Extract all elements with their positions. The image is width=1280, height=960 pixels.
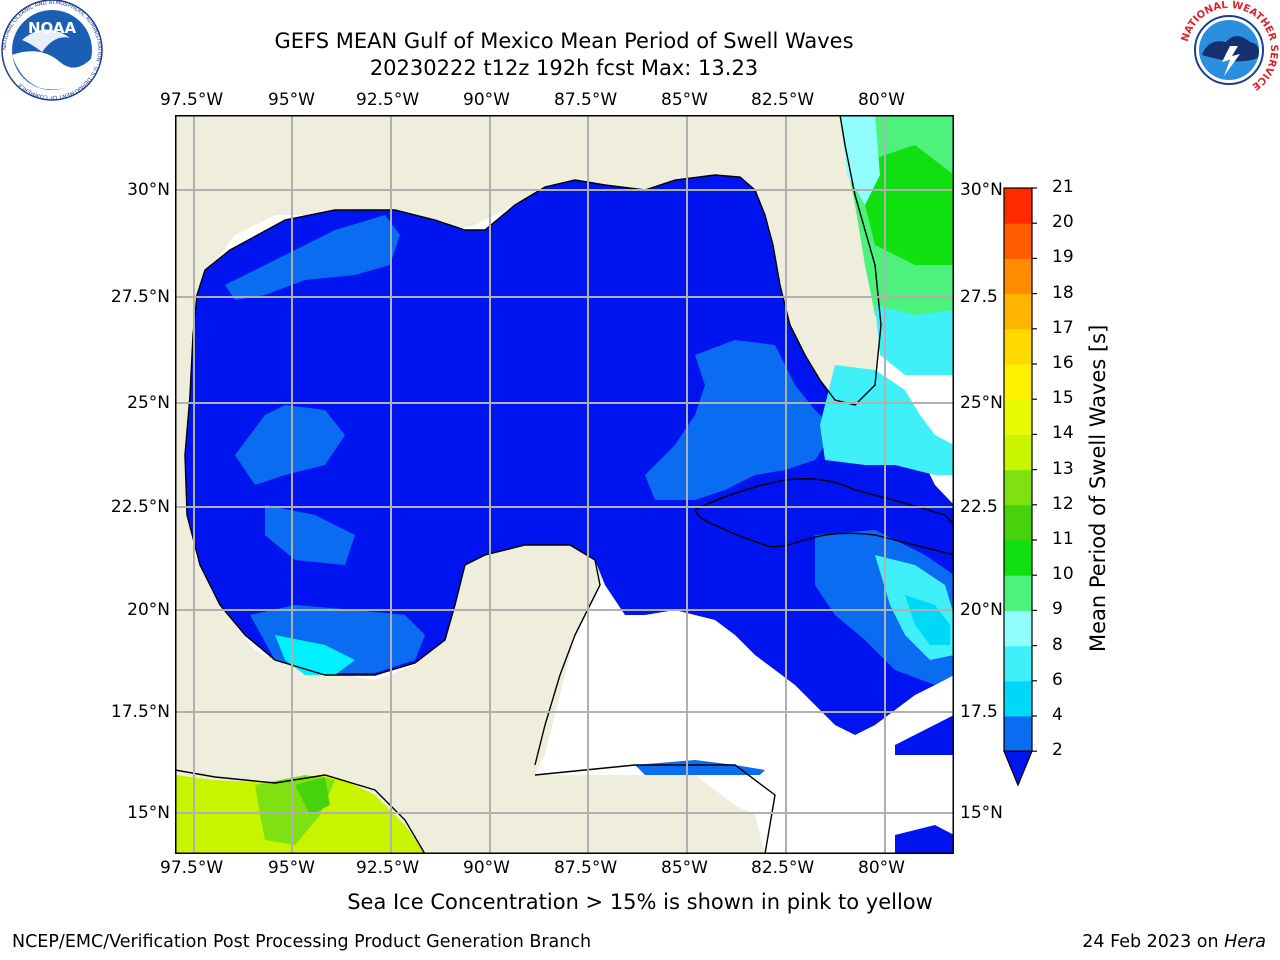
colorbar-level-label: 19	[1052, 247, 1074, 268]
colorbar-segment	[1004, 434, 1032, 471]
colorbar-level-label: 14	[1052, 423, 1074, 444]
colorbar-under-extension	[1003, 750, 1033, 787]
colorbar	[1003, 187, 1037, 787]
colorbar-level-label: 4	[1052, 705, 1063, 725]
lon-label: 87.5°W	[554, 858, 618, 878]
lat-label: 17.5	[960, 702, 998, 722]
lon-label: 82.5°W	[751, 858, 815, 878]
colorbar-segment	[1004, 540, 1032, 576]
lon-label: 90°W	[463, 90, 510, 110]
colorbar-segment	[1004, 188, 1032, 224]
colorbar-segment	[1004, 399, 1032, 435]
map-frame	[175, 115, 954, 854]
footer-date-text: 24 Feb 2023 on	[1082, 932, 1225, 952]
lat-label: 20°N	[960, 600, 1003, 620]
lat-label: 15°N	[960, 803, 1003, 823]
footer-host: Hera	[1224, 932, 1266, 952]
noaa-logo: NOAA NATIONAL OCEANIC AND ATMOSPHERIC AD…	[1, 0, 103, 101]
colorbar-segment	[1004, 293, 1032, 330]
lat-label: 22.5	[960, 497, 998, 517]
colorbar-segment	[1004, 610, 1032, 647]
lat-label: 30°N	[960, 180, 1003, 200]
lon-label: 92.5°W	[356, 90, 420, 110]
nws-logo: NATIONAL WEATHER SERVICE	[1180, 0, 1279, 99]
colorbar-level-label: 6	[1052, 669, 1063, 690]
colorbar-segment	[1004, 504, 1032, 541]
colorbar-level-label: 10	[1052, 564, 1074, 585]
lon-label: 80°W	[858, 90, 905, 110]
lon-label: 95°W	[268, 858, 315, 878]
footer-credit: NCEP/EMC/Verification Post Processing Pr…	[12, 932, 592, 952]
colorbar-title: Mean Period of Swell Waves [s]	[1086, 324, 1110, 652]
colorbar-level-label: 12	[1052, 493, 1074, 514]
colorbar-segment	[1004, 716, 1032, 752]
colorbar-segment	[1004, 258, 1032, 295]
lon-label: 92.5°W	[356, 858, 420, 878]
lon-label: 90°W	[463, 858, 510, 878]
colorbar-level-label: 15	[1052, 388, 1074, 409]
colorbar-segment	[1004, 469, 1032, 506]
lat-label: 20°N	[127, 600, 170, 620]
map-area	[175, 115, 954, 854]
chart-title: GEFS MEAN Gulf of Mexico Mean Period of …	[274, 29, 854, 53]
colorbar-segment	[1004, 575, 1032, 611]
colorbar-level-label: 9	[1052, 599, 1063, 620]
lat-label: 22.5°N	[110, 497, 170, 517]
lat-label: 27.5	[960, 287, 998, 307]
colorbar-level-label: 13	[1052, 458, 1074, 479]
footer-date: 24 Feb 2023 on Hera	[1082, 932, 1266, 952]
lat-label: 17.5°N	[110, 702, 170, 722]
lon-label: 85°W	[661, 90, 708, 110]
colorbar-level-label: 18	[1052, 282, 1074, 303]
colorbar-level-label: 8	[1052, 634, 1063, 655]
colorbar-level-label: 20	[1052, 212, 1074, 233]
lat-label: 15°N	[127, 803, 170, 823]
lat-label: 25°N	[960, 393, 1003, 413]
colorbar-level-label: 16	[1052, 353, 1074, 373]
lon-label: 85°W	[661, 858, 708, 878]
colorbar-segment	[1004, 680, 1032, 717]
colorbar-segment	[1004, 364, 1032, 400]
colorbar-level-label: 21	[1052, 177, 1074, 197]
noaa-logo-text: NOAA	[28, 19, 77, 37]
lon-label: 97.5°W	[160, 858, 224, 878]
lon-label: 82.5°W	[751, 90, 815, 110]
chart-subtitle: 20230222 t12z 192h fcst Max: 13.23	[369, 56, 759, 80]
colorbar-level-label: 11	[1052, 529, 1074, 549]
swell-period-field	[175, 115, 954, 854]
colorbar-segment	[1004, 328, 1032, 365]
sea-ice-note: Sea Ice Concentration > 15% is shown in …	[347, 890, 933, 914]
lat-label: 25°N	[127, 393, 170, 413]
lon-label: 95°W	[268, 90, 315, 110]
colorbar-level-label: 2	[1052, 740, 1063, 761]
colorbar-level-label: 17	[1052, 317, 1074, 338]
lon-label: 87.5°W	[554, 90, 618, 110]
lon-label: 97.5°W	[160, 90, 224, 110]
colorbar-segment	[1004, 645, 1032, 682]
lon-label: 80°W	[858, 858, 905, 878]
lat-label: 27.5°N	[110, 287, 170, 307]
colorbar-segment	[1004, 223, 1032, 259]
map-gridlines	[175, 115, 954, 854]
lat-label: 30°N	[127, 180, 170, 200]
